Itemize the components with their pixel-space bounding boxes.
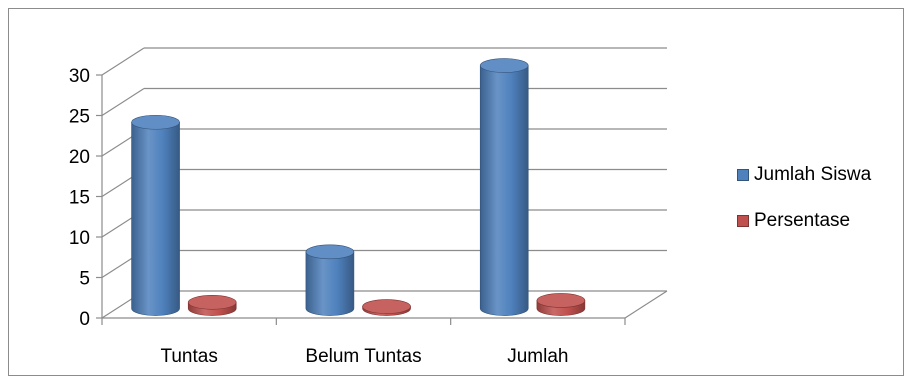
- bar-0-2: [479, 58, 529, 316]
- bar-0-1: [305, 244, 355, 316]
- bar-1-1: [362, 299, 411, 316]
- y-tick-label-0: 0: [79, 309, 90, 330]
- gridline-slant-5: [101, 87, 145, 117]
- legend-label-series-1: Persentase: [754, 210, 851, 231]
- y-tick-label-3: 15: [69, 188, 90, 209]
- bar-cap-1-1: [362, 299, 411, 314]
- legend-swatch-series-0: [737, 169, 749, 181]
- y-tick-label-4: 20: [69, 147, 90, 168]
- bar-cap-1-2: [536, 293, 586, 308]
- y-tick-label-5: 25: [69, 107, 90, 128]
- bar-cap-0-2: [479, 58, 529, 73]
- bar-1-2: [536, 293, 586, 316]
- legend-item-series-1: Persentase: [737, 209, 871, 233]
- legend-swatch-series-1: [737, 215, 749, 227]
- bar-body-0-0: [131, 121, 180, 316]
- bar-cap-0-0: [131, 114, 180, 130]
- x-tick-label-0: Tuntas: [160, 346, 217, 367]
- bar-0-0: [131, 114, 180, 316]
- bar-body-0-1: [305, 251, 355, 316]
- bar-cap-0-1: [305, 244, 355, 260]
- bar-1-0: [187, 295, 237, 316]
- legend-item-series-0: Jumlah Siswa: [737, 163, 871, 187]
- x-tick-label-1: Belum Tuntas: [305, 346, 421, 367]
- x-tick-label-2: Jumlah: [507, 346, 568, 367]
- legend-label-series-0: Jumlah Siswa: [754, 164, 872, 185]
- gridline-slant-6: [101, 47, 145, 76]
- y-tick-label-1: 5: [79, 269, 90, 290]
- bar-body-0-2: [479, 65, 529, 316]
- legend: Jumlah Siswa Persentase: [737, 163, 871, 255]
- floor-right-edge: [624, 290, 668, 319]
- y-tick-label-6: 30: [69, 66, 90, 87]
- y-tick-label-2: 10: [69, 228, 90, 249]
- bar-cap-1-0: [187, 295, 237, 310]
